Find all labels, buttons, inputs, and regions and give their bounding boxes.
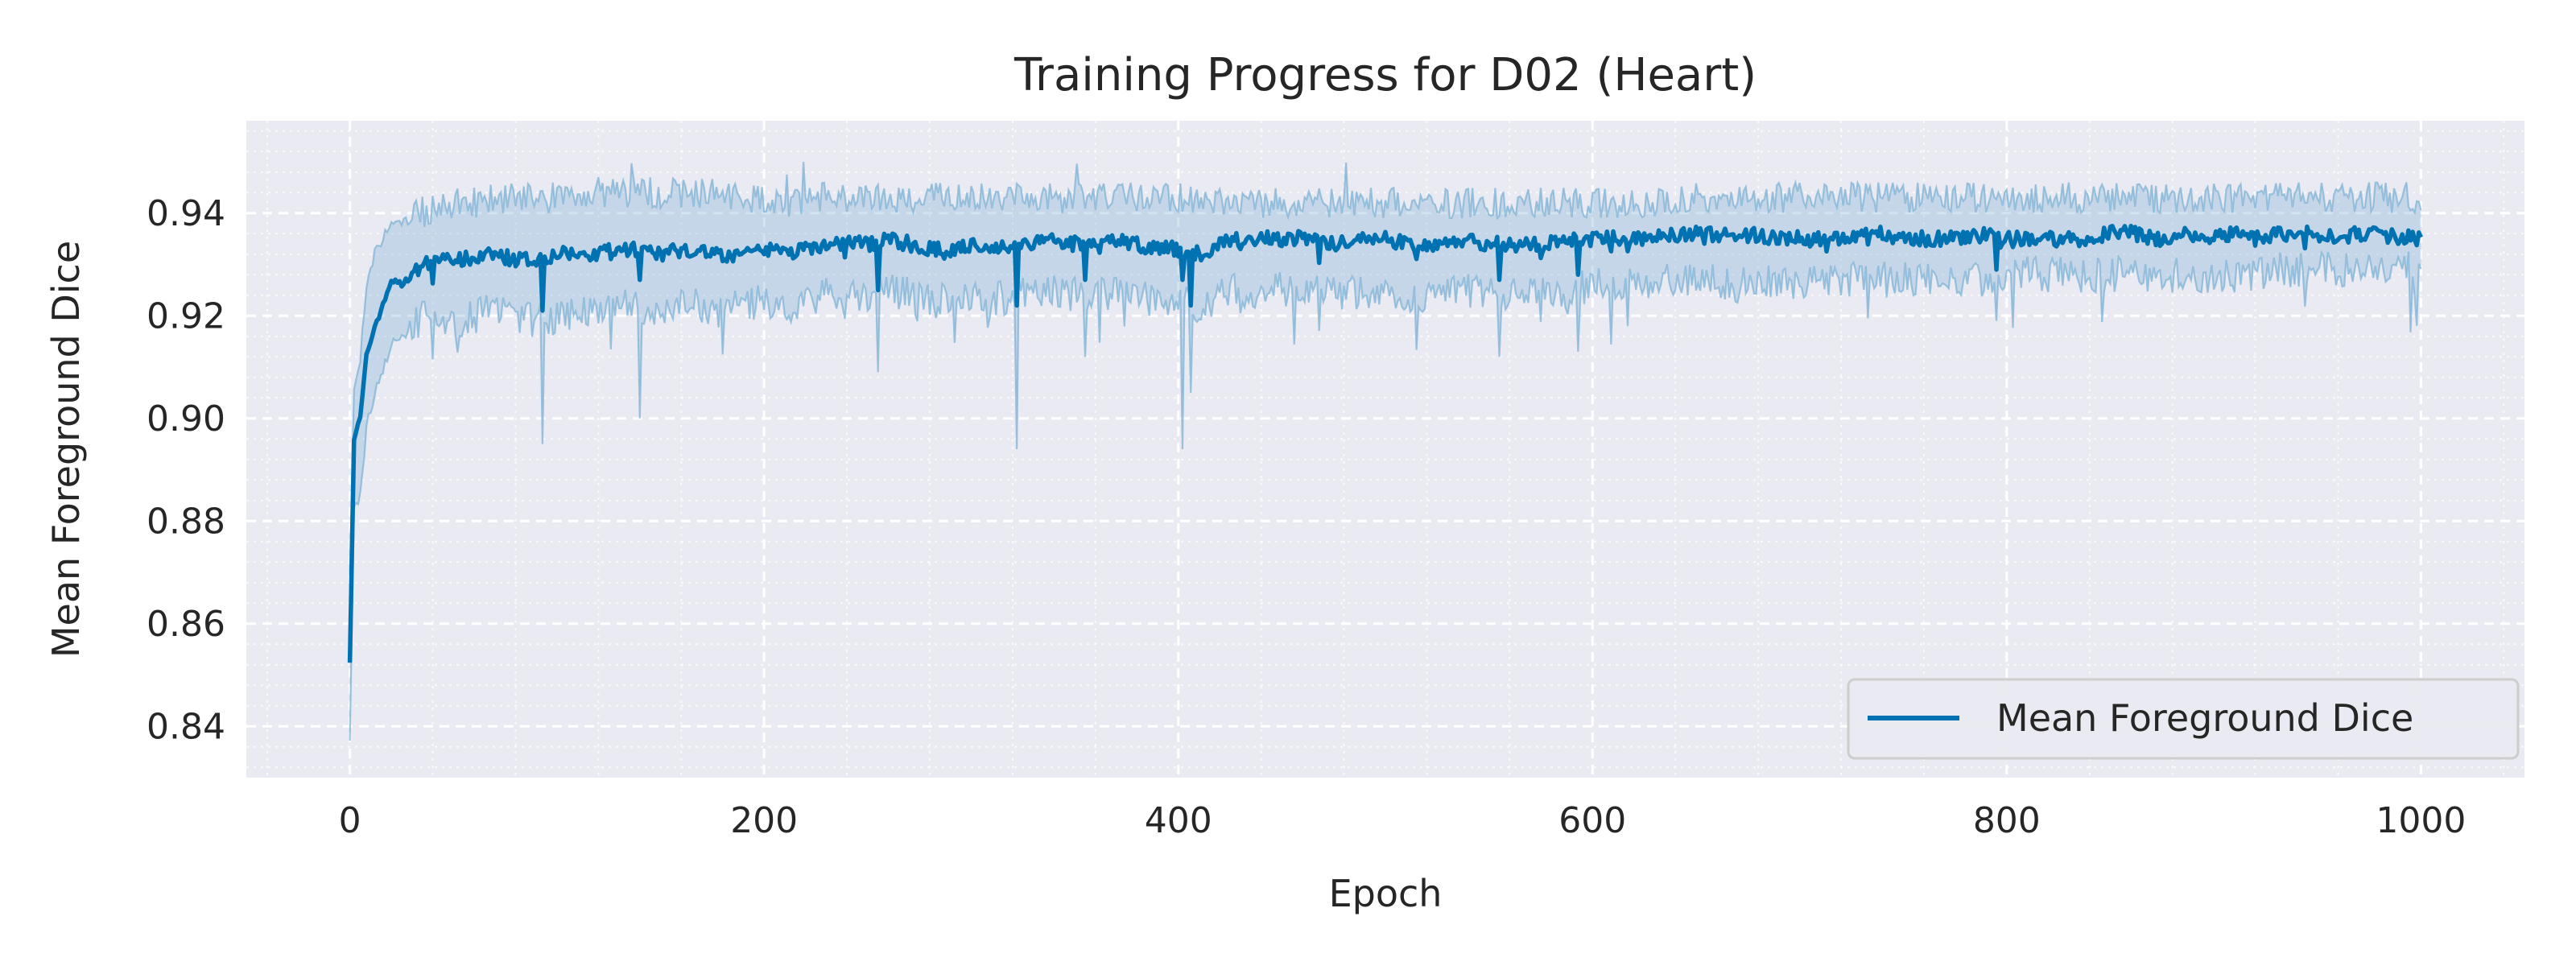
series-upper-bound-line — [349, 162, 2422, 576]
y-axis-ticks: 0.84 0.86 0.88 0.90 0.92 0.94 — [147, 193, 225, 748]
chart-title: Training Progress for D02 (Heart) — [1013, 49, 1757, 101]
x-tick-label: 1000 — [2376, 800, 2466, 841]
legend-label: Mean Foreground Dice — [1996, 696, 2413, 740]
series-lower-bound-line — [349, 250, 2422, 741]
x-tick-label: 0 — [339, 800, 361, 841]
y-axis-label: Mean Foreground Dice — [44, 241, 88, 658]
x-tick-label: 800 — [1973, 800, 2041, 841]
y-tick-label: 0.94 — [147, 193, 225, 234]
y-tick-label: 0.86 — [147, 604, 225, 645]
y-tick-label: 0.84 — [147, 706, 225, 747]
y-tick-label: 0.88 — [147, 501, 225, 542]
legend: Mean Foreground Dice — [1847, 678, 2520, 760]
x-tick-label: 400 — [1145, 800, 1212, 841]
x-axis-label: Epoch — [1329, 872, 1443, 915]
legend-box — [1847, 678, 2520, 760]
major-grid — [246, 121, 2524, 778]
x-tick-label: 600 — [1558, 800, 1626, 841]
y-tick-label: 0.92 — [147, 295, 225, 336]
x-tick-label: 200 — [730, 800, 798, 841]
series-layer — [347, 162, 2423, 741]
series-mean-line — [347, 223, 2423, 663]
x-axis-ticks: 0 200 400 600 800 1000 — [339, 800, 2467, 841]
y-tick-label: 0.90 — [147, 398, 225, 440]
